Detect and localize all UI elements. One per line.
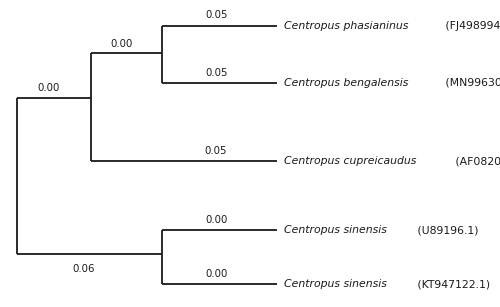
Text: 0.00: 0.00 xyxy=(110,39,132,49)
Text: 0.05: 0.05 xyxy=(206,68,228,78)
Text: 0.00: 0.00 xyxy=(206,269,228,279)
Text: (MN996304): (MN996304) xyxy=(442,78,500,88)
Text: Centropus cupreicaudus: Centropus cupreicaudus xyxy=(284,156,416,166)
Text: Centropus bengalensis: Centropus bengalensis xyxy=(284,78,408,88)
Text: 0.00: 0.00 xyxy=(206,215,228,225)
Text: 0.06: 0.06 xyxy=(72,264,94,274)
Text: Centropus sinensis: Centropus sinensis xyxy=(284,279,387,290)
Text: 0.05: 0.05 xyxy=(204,146,227,156)
Text: 0.00: 0.00 xyxy=(37,83,60,93)
Text: (KT947122.1): (KT947122.1) xyxy=(414,279,490,290)
Text: (U89196.1): (U89196.1) xyxy=(414,225,479,235)
Text: (AF082046.2): (AF082046.2) xyxy=(452,156,500,166)
Text: (FJ498994.1): (FJ498994.1) xyxy=(442,21,500,31)
Text: 0.05: 0.05 xyxy=(206,10,228,20)
Text: Centropus sinensis: Centropus sinensis xyxy=(284,225,387,235)
Text: Centropus phasianinus: Centropus phasianinus xyxy=(284,21,408,31)
